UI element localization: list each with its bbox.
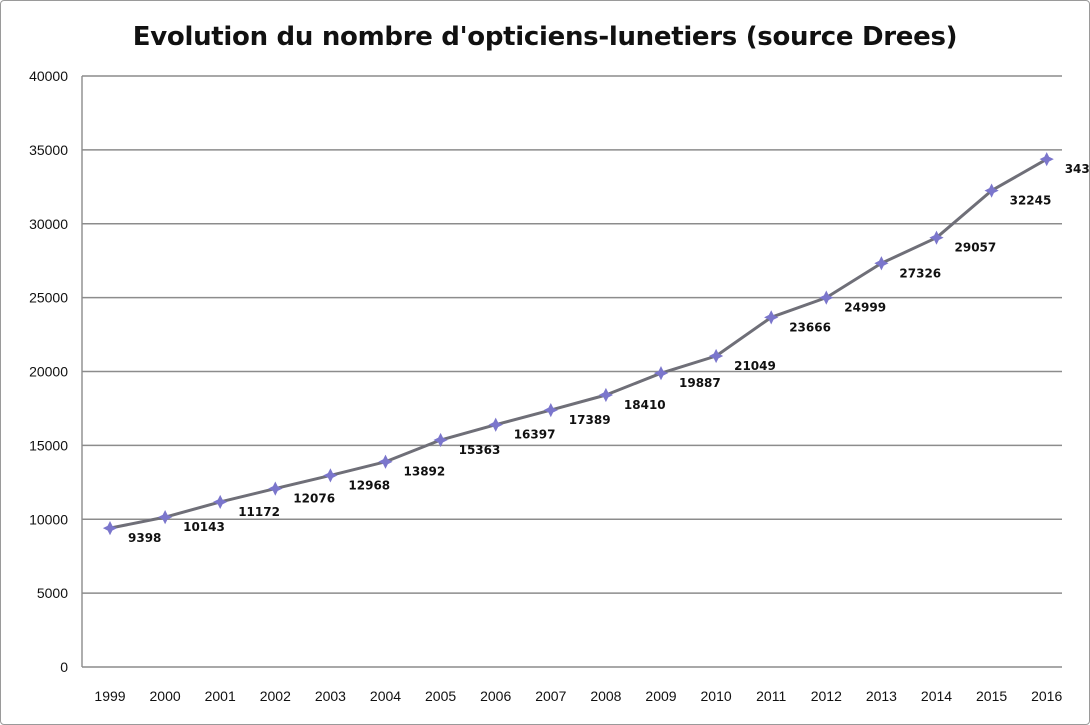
y-tick-label: 30000 xyxy=(29,216,68,232)
x-tick-label: 2009 xyxy=(645,688,676,704)
data-label: 11172 xyxy=(238,505,280,519)
y-axis-ticks: 0 5000 10000 15000 20000 25000 30000 35000 40000 xyxy=(29,68,68,675)
x-tick-label: 2016 xyxy=(1031,688,1062,704)
data-label: 17389 xyxy=(569,413,611,427)
data-label: 16397 xyxy=(514,428,556,442)
y-tick-label: 20000 xyxy=(29,364,68,380)
data-point xyxy=(1039,152,1054,167)
x-tick-label: 2013 xyxy=(866,688,897,704)
x-tick-label: 2008 xyxy=(590,688,621,704)
data-label: 9398 xyxy=(128,531,161,545)
data-label: 12076 xyxy=(293,492,335,506)
data-point xyxy=(157,510,173,525)
y-tick-label: 25000 xyxy=(29,290,68,306)
data-point xyxy=(984,183,999,198)
x-tick-label: 2010 xyxy=(701,688,732,704)
x-tick-label: 2005 xyxy=(425,688,456,704)
y-tick-label: 40000 xyxy=(29,68,68,84)
y-tick-label: 10000 xyxy=(29,511,68,527)
data-label: 32245 xyxy=(1010,194,1052,208)
data-point xyxy=(764,310,779,325)
x-tick-label: 2001 xyxy=(205,688,236,704)
data-label: 12968 xyxy=(348,478,390,492)
x-tick-label: 2015 xyxy=(976,688,1007,704)
data-point xyxy=(819,290,834,305)
series-line xyxy=(109,157,1048,530)
series-markers xyxy=(102,152,1054,536)
data-point xyxy=(323,468,338,483)
x-tick-label: 2006 xyxy=(480,688,511,704)
x-tick-label: 2014 xyxy=(921,688,952,704)
data-label: 18410 xyxy=(624,398,666,412)
data-labels: 9398 10143 11172 12076 12968 13892 15363 16397 1… xyxy=(128,162,1090,545)
data-point xyxy=(488,417,503,432)
x-axis-ticks: 1999 2000 2001 2002 2003 2004 2005 2006 2007 2008… xyxy=(94,688,1062,704)
series-line-path xyxy=(109,157,1048,530)
x-tick-label: 2003 xyxy=(315,688,346,704)
y-tick-label: 35000 xyxy=(29,142,68,158)
y-tick-label: 0 xyxy=(60,659,68,675)
data-point xyxy=(378,454,393,469)
x-tick-label: 1999 xyxy=(94,688,125,704)
data-point xyxy=(708,348,724,364)
data-label: 13892 xyxy=(404,465,446,479)
data-point xyxy=(653,366,669,381)
data-point xyxy=(929,230,944,245)
data-label: 29057 xyxy=(955,241,997,255)
data-point xyxy=(874,256,889,271)
data-point xyxy=(213,494,228,510)
data-point xyxy=(433,432,448,448)
x-tick-label: 2000 xyxy=(150,688,181,704)
data-label: 24999 xyxy=(844,301,886,315)
y-tick-label: 5000 xyxy=(37,585,68,601)
x-tick-label: 2007 xyxy=(535,688,566,704)
gridlines xyxy=(82,75,1062,594)
data-label: 15363 xyxy=(459,443,501,457)
x-tick-label: 2004 xyxy=(370,688,401,704)
x-tick-label: 2002 xyxy=(260,688,291,704)
data-label: 19887 xyxy=(679,376,721,390)
axes xyxy=(81,76,1062,668)
x-tick-label: 2011 xyxy=(756,688,786,704)
y-tick-label: 15000 xyxy=(29,437,68,453)
data-label: 27326 xyxy=(899,266,941,280)
data-label: 10143 xyxy=(183,520,225,534)
data-label: 21049 xyxy=(734,359,776,373)
data-point xyxy=(268,481,283,496)
data-point xyxy=(102,521,118,536)
data-point xyxy=(543,402,558,418)
data-point xyxy=(598,387,614,403)
data-label: 23666 xyxy=(789,320,831,334)
chart-title: Evolution du nombre d'opticiens-lunetier… xyxy=(132,22,958,52)
x-tick-label: 2012 xyxy=(811,688,842,704)
data-label: 34370 xyxy=(1065,162,1090,176)
